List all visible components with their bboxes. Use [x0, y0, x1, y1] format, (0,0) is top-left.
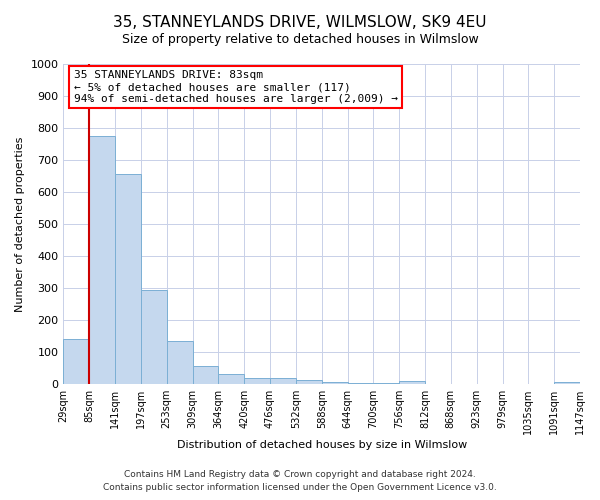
- Y-axis label: Number of detached properties: Number of detached properties: [15, 136, 25, 312]
- Bar: [64, 340, 89, 384]
- Bar: [167, 341, 193, 384]
- Text: 35, STANNEYLANDS DRIVE, WILMSLOW, SK9 4EU: 35, STANNEYLANDS DRIVE, WILMSLOW, SK9 4E…: [113, 15, 487, 30]
- Bar: [141, 290, 167, 384]
- Text: Contains HM Land Registry data © Crown copyright and database right 2024.
Contai: Contains HM Land Registry data © Crown c…: [103, 470, 497, 492]
- Bar: [399, 381, 425, 384]
- Bar: [218, 374, 244, 384]
- X-axis label: Distribution of detached houses by size in Wilmslow: Distribution of detached houses by size …: [176, 440, 467, 450]
- Bar: [322, 382, 347, 384]
- Bar: [270, 378, 296, 384]
- Bar: [373, 383, 399, 384]
- Text: Size of property relative to detached houses in Wilmslow: Size of property relative to detached ho…: [122, 32, 478, 46]
- Text: 35 STANNEYLANDS DRIVE: 83sqm
← 5% of detached houses are smaller (117)
94% of se: 35 STANNEYLANDS DRIVE: 83sqm ← 5% of det…: [74, 70, 398, 104]
- Bar: [554, 382, 580, 384]
- Bar: [115, 174, 141, 384]
- Bar: [347, 382, 373, 384]
- Bar: [89, 136, 115, 384]
- Bar: [296, 380, 322, 384]
- Bar: [193, 366, 218, 384]
- Bar: [244, 378, 270, 384]
